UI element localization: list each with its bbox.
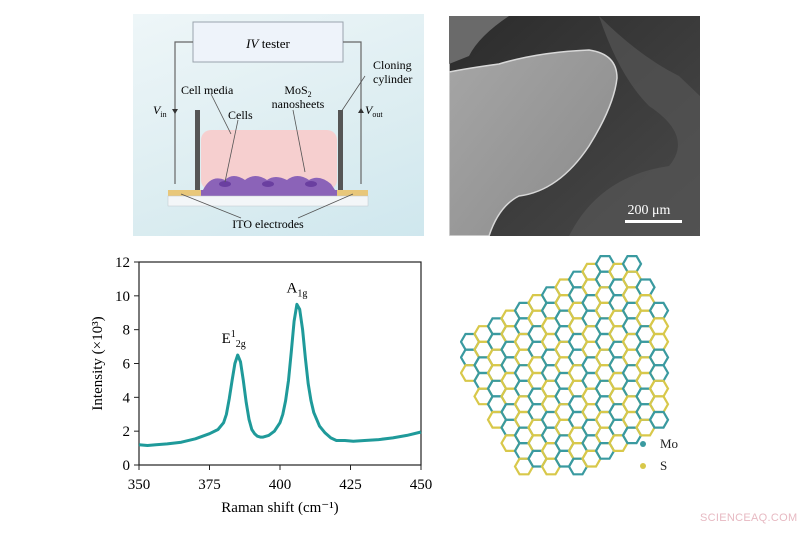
hexagon-cell	[648, 364, 670, 382]
cloning-cylinder-right	[338, 110, 343, 192]
y-tick-label: 4	[123, 390, 131, 406]
peak-annotation: A1g	[286, 280, 307, 299]
cloning-label: Cloning	[373, 58, 412, 72]
hexagon-cell	[648, 317, 670, 336]
ito-electrodes-label: ITO electrodes	[232, 217, 304, 231]
hexagon-cell	[648, 332, 670, 351]
y-tick-label: 12	[115, 255, 130, 271]
sem-image-panel: 200 μm	[449, 16, 700, 236]
hexagon-cell	[648, 395, 670, 414]
legend-item-mo: Mo	[640, 433, 678, 455]
raman-spectrum-chart: 0 2 4 6 8 10 12 350 375 400 425 450 Raman shift (cm⁻…	[90, 255, 433, 516]
nanosheets-label: nanosheets	[272, 97, 325, 111]
x-tick-label: 375	[198, 477, 221, 493]
mos2-label: MoS2	[284, 83, 311, 99]
device-schematic: IV tester Cell media Cells MoS2 nanoshee…	[153, 21, 412, 231]
legend-label-s: S	[660, 458, 668, 473]
y-tick-label: 6	[123, 357, 131, 373]
plot-frame	[138, 261, 422, 466]
mo-dot-icon	[640, 441, 646, 447]
watermark: SCIENCEAQ.COM	[700, 512, 798, 524]
hexagon-cell	[648, 379, 670, 398]
device-schematic-panel: IV tester Cell media Cells MoS2 nanoshee…	[133, 14, 424, 236]
hexagonal-lattice	[459, 255, 670, 476]
hexagon-cell	[621, 255, 643, 273]
cylinder-label: cylinder	[373, 72, 412, 86]
iv-tester-box	[192, 21, 344, 63]
x-tick-label: 450	[410, 477, 433, 493]
s-dot-icon	[640, 463, 646, 469]
y-tick-label: 0	[123, 458, 131, 474]
mos2-lattice-panel: Mo S	[459, 255, 710, 485]
hexagon-cell	[648, 348, 670, 367]
x-tick-label: 350	[128, 477, 151, 493]
x-tick-label: 425	[339, 477, 362, 493]
vin-label: Vin	[153, 103, 167, 119]
hexagon-cell	[648, 410, 670, 429]
y-tick-label: 10	[115, 289, 130, 305]
x-tick-label: 400	[269, 477, 292, 493]
substrate	[167, 195, 369, 207]
arrow-vin-icon	[172, 109, 178, 114]
sem-micrograph: 200 μm	[449, 16, 700, 236]
iv-tester-label: IV tester	[245, 36, 290, 51]
vout-label: Vout	[365, 103, 383, 119]
y-tick-label: 2	[123, 424, 131, 440]
x-axis-label: Raman shift (cm⁻¹)	[221, 500, 338, 516]
flake-bright	[449, 16, 618, 236]
peak-annotation: E12g	[222, 329, 246, 350]
raman-chart-panel: 0 2 4 6 8 10 12 350 375 400 425 450 Raman shift (cm⁻…	[80, 250, 440, 530]
scale-bar	[625, 220, 682, 223]
cell-media-region	[201, 130, 337, 190]
cells-label: Cells	[228, 108, 253, 122]
legend-label-mo: Mo	[660, 436, 679, 451]
hexagon-cell	[648, 301, 670, 320]
wire-left	[174, 41, 193, 184]
cell-media-label: Cell media	[181, 83, 234, 97]
legend-item-s: S	[640, 455, 678, 477]
legend: Mo S	[640, 433, 678, 477]
cloning-cylinder-left	[195, 110, 200, 192]
y-tick-label: 8	[123, 323, 131, 339]
scale-bar-label: 200 μm	[628, 203, 671, 218]
wire-right	[343, 41, 362, 184]
raman-line	[138, 302, 422, 447]
y-axis-label: Intensity (×10³)	[90, 316, 106, 410]
arrow-vout-icon	[358, 108, 364, 113]
hexagon-cell	[635, 278, 656, 297]
